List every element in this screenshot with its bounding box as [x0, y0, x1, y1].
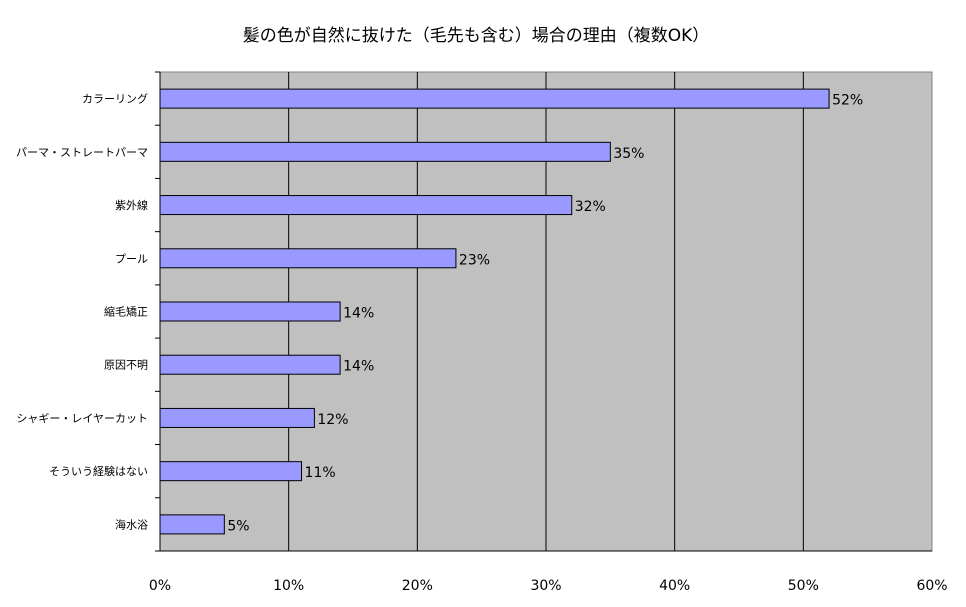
- data-labels: 52% 35% 32% 23% 14% 14% 12% 11% 5%: [227, 93, 863, 535]
- data-label: 23%: [459, 252, 490, 268]
- category-label: 海水浴: [115, 517, 148, 531]
- bar: [159, 248, 457, 269]
- category-label: カラーリング: [82, 92, 148, 106]
- data-label: 32%: [575, 199, 606, 215]
- bar: [159, 354, 341, 375]
- bar: [159, 88, 830, 109]
- category-label: そういう経験はない: [49, 464, 148, 478]
- category-label: 原因不明: [104, 359, 148, 372]
- category-label: シャギー・レイヤーカット: [16, 412, 148, 425]
- category-label: 縮毛矯正: [104, 305, 148, 319]
- bar: [159, 461, 303, 482]
- data-label: 35%: [613, 146, 644, 162]
- category-label: パーマ・ストレートパーマ: [16, 146, 148, 159]
- x-tick-label: 30%: [530, 578, 561, 594]
- category-label: プール: [115, 252, 148, 265]
- category-label: 紫外線: [115, 198, 148, 212]
- x-tick-label: 0%: [149, 578, 171, 594]
- y-axis-ticks: [155, 71, 932, 552]
- data-label: 12%: [317, 412, 348, 428]
- bar: [159, 301, 341, 322]
- x-tick-label: 50%: [788, 578, 819, 594]
- bar: [159, 195, 573, 216]
- data-label: 5%: [227, 518, 249, 534]
- x-tick-label: 20%: [402, 578, 433, 594]
- chart-title: 髪の色が自然に抜けた（毛先も含む）場合の理由（複数OK）: [243, 26, 710, 46]
- bar: [159, 514, 225, 535]
- bars: [159, 88, 830, 535]
- x-tick-label: 60%: [916, 578, 947, 594]
- bar: [159, 141, 611, 162]
- data-label: 14%: [343, 306, 374, 322]
- data-label: 14%: [343, 359, 374, 375]
- x-tick-label: 40%: [659, 578, 690, 594]
- category-labels: カラーリングパーマ・ストレートパーマ紫外線プール縮毛矯正原因不明シャギー・レイヤ…: [16, 92, 148, 532]
- x-tick-label: 10%: [273, 578, 304, 594]
- data-label: 11%: [305, 465, 336, 481]
- x-axis-ticks: 0% 10% 20% 30% 40% 50% 60%: [149, 578, 948, 594]
- bar: [159, 407, 315, 428]
- data-label: 52%: [832, 93, 863, 109]
